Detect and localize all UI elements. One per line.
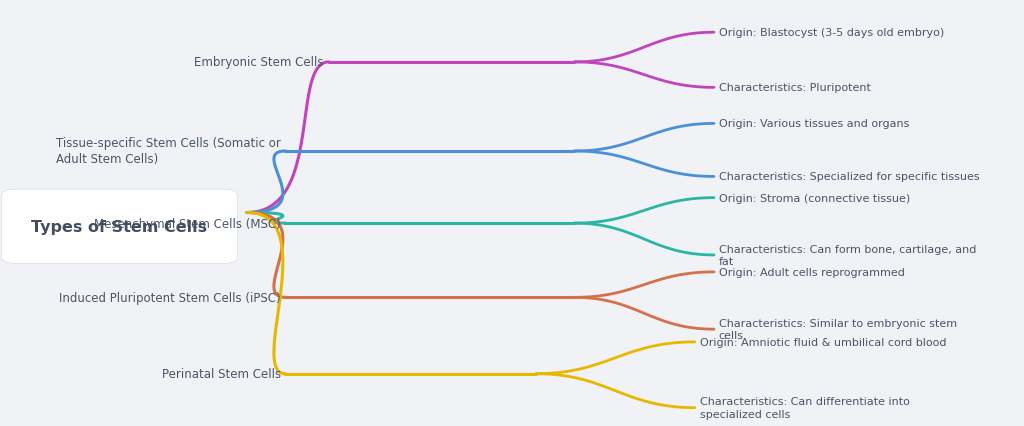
Text: Characteristics: Can form bone, cartilage, and
fat: Characteristics: Can form bone, cartilag…	[719, 244, 976, 267]
Text: Types of Stem Cells: Types of Stem Cells	[31, 219, 207, 234]
Text: Characteristics: Pluripotent: Characteristics: Pluripotent	[719, 83, 870, 93]
Text: Induced Pluripotent Stem Cells (iPSC): Induced Pluripotent Stem Cells (iPSC)	[59, 291, 281, 304]
Text: Origin: Stroma (connective tissue): Origin: Stroma (connective tissue)	[719, 193, 910, 203]
Text: Characteristics: Specialized for specific tissues: Characteristics: Specialized for specifi…	[719, 172, 979, 182]
Text: Characteristics: Can differentiate into
specialized cells: Characteristics: Can differentiate into …	[699, 397, 909, 419]
FancyBboxPatch shape	[1, 190, 238, 264]
Text: Perinatal Stem Cells: Perinatal Stem Cells	[162, 367, 281, 380]
Text: Characteristics: Similar to embryonic stem
cells: Characteristics: Similar to embryonic st…	[719, 318, 956, 340]
Text: Tissue-specific Stem Cells (Somatic or
Adult Stem Cells): Tissue-specific Stem Cells (Somatic or A…	[55, 137, 281, 166]
Text: Origin: Amniotic fluid & umbilical cord blood: Origin: Amniotic fluid & umbilical cord …	[699, 337, 946, 347]
Text: Mesenchymal Stem Cells (MSC): Mesenchymal Stem Cells (MSC)	[94, 217, 281, 230]
Text: Origin: Blastocyst (3-5 days old embryo): Origin: Blastocyst (3-5 days old embryo)	[719, 28, 944, 38]
Text: Origin: Adult cells reprogrammed: Origin: Adult cells reprogrammed	[719, 267, 904, 277]
Text: Embryonic Stem Cells: Embryonic Stem Cells	[195, 56, 324, 69]
Text: Origin: Various tissues and organs: Origin: Various tissues and organs	[719, 119, 909, 129]
